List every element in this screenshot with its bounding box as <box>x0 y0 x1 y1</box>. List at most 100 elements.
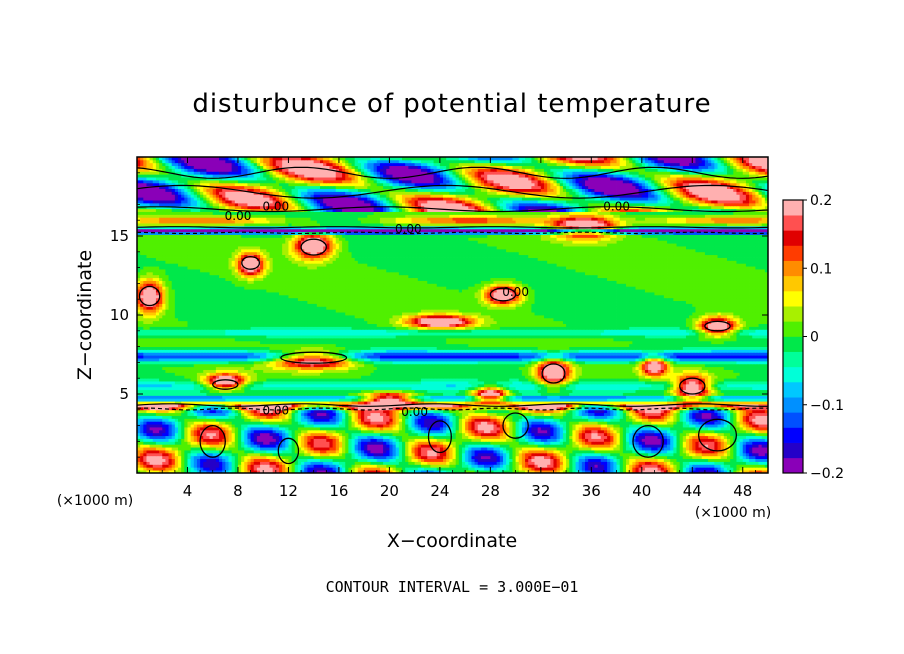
heatmap-cell <box>661 421 665 424</box>
heatmap-cell <box>686 467 690 470</box>
heatmap-cell <box>150 433 154 436</box>
heatmap-cell <box>471 467 475 470</box>
heatmap-cell <box>333 459 337 462</box>
heatmap-cell <box>572 441 576 444</box>
heatmap-cell <box>156 421 160 424</box>
heatmap-cell <box>572 418 576 421</box>
heatmap-cell <box>282 441 286 444</box>
heatmap-cell <box>187 450 191 453</box>
heatmap-cell <box>607 459 611 462</box>
heatmap-cell <box>711 441 715 444</box>
heatmap-cell <box>598 447 602 450</box>
heatmap-cell <box>405 436 409 439</box>
heatmap-cell <box>456 450 460 453</box>
heatmap-cell <box>471 416 475 419</box>
heatmap-cell <box>519 444 523 447</box>
heatmap-cell <box>535 427 539 430</box>
heatmap-cell <box>658 416 662 419</box>
heatmap-cell <box>453 441 457 444</box>
heatmap-cell <box>317 447 321 450</box>
heatmap-cell <box>146 421 150 424</box>
heatmap-cell <box>200 453 204 456</box>
heatmap-cell <box>292 413 296 416</box>
heatmap-cell <box>711 433 715 436</box>
heatmap-cell <box>576 413 580 416</box>
heatmap-cell <box>494 467 498 470</box>
heatmap-cell <box>348 430 352 433</box>
heatmap-cell <box>620 430 624 433</box>
heatmap-cell <box>326 447 330 450</box>
heatmap-cell <box>175 456 179 459</box>
heatmap-cell <box>749 407 753 410</box>
heatmap-cell <box>304 462 308 465</box>
heatmap-cell <box>538 436 542 439</box>
heatmap-cell <box>673 464 677 467</box>
heatmap-cell <box>257 418 261 421</box>
heatmap-cell <box>355 424 359 427</box>
heatmap-cell <box>383 450 387 453</box>
heatmap-cell <box>525 456 529 459</box>
heatmap-cell <box>399 433 403 436</box>
heatmap-cell <box>446 467 450 470</box>
heatmap-cell <box>623 464 627 467</box>
heatmap-cell <box>500 418 504 421</box>
heatmap-cell <box>762 456 766 459</box>
heatmap-cell <box>352 441 356 444</box>
heatmap-cell <box>471 450 475 453</box>
heatmap-cell <box>440 416 444 419</box>
heatmap-cell <box>254 401 258 404</box>
heatmap-cell <box>740 421 744 424</box>
heatmap-cell <box>632 467 636 470</box>
heatmap-cell <box>746 439 750 442</box>
heatmap-cell <box>680 418 684 421</box>
heatmap-cell <box>721 459 725 462</box>
heatmap-cell <box>550 427 554 430</box>
heatmap-cell <box>538 439 542 442</box>
heatmap-cell <box>361 459 365 462</box>
heatmap-cell <box>695 447 699 450</box>
heatmap-cell <box>516 418 520 421</box>
heatmap-cell <box>232 447 236 450</box>
heatmap-cell <box>434 430 438 433</box>
heatmap-cell <box>270 427 274 430</box>
heatmap-cell <box>538 424 542 427</box>
heatmap-cell <box>730 450 734 453</box>
heatmap-cell <box>563 424 567 427</box>
heatmap-cell <box>153 456 157 459</box>
heatmap-cell <box>213 464 217 467</box>
heatmap-cell <box>317 467 321 470</box>
heatmap-cell <box>418 441 422 444</box>
heatmap-cell <box>484 467 488 470</box>
heatmap-cell <box>323 416 327 419</box>
heatmap-cell <box>471 453 475 456</box>
heatmap-cell <box>566 413 570 416</box>
heatmap-cell <box>613 410 617 413</box>
heatmap-cell <box>484 450 488 453</box>
heatmap-cell <box>418 464 422 467</box>
heatmap-cell <box>405 450 409 453</box>
heatmap-cell <box>475 459 479 462</box>
heatmap-cell <box>736 430 740 433</box>
heatmap-cell <box>156 410 160 413</box>
heatmap-cell <box>494 464 498 467</box>
heatmap-cell <box>702 436 706 439</box>
heatmap-cell <box>677 413 681 416</box>
heatmap-cell <box>651 459 655 462</box>
heatmap-cell <box>352 453 356 456</box>
heatmap-cell <box>191 418 195 421</box>
heatmap-cell <box>175 430 179 433</box>
heatmap-cell <box>553 444 557 447</box>
heatmap-cell <box>260 430 264 433</box>
heatmap-cell <box>396 401 400 404</box>
heatmap-cell <box>307 410 311 413</box>
heatmap-cell <box>370 447 374 450</box>
heatmap-cell <box>487 444 491 447</box>
heatmap-cell <box>358 467 362 470</box>
heatmap-cell <box>714 427 718 430</box>
heatmap-cell <box>411 453 415 456</box>
heatmap-cell <box>604 447 608 450</box>
heatmap-cell <box>699 459 703 462</box>
heatmap-cell <box>453 433 457 436</box>
heatmap-cell <box>661 416 665 419</box>
heatmap-cell <box>516 447 520 450</box>
